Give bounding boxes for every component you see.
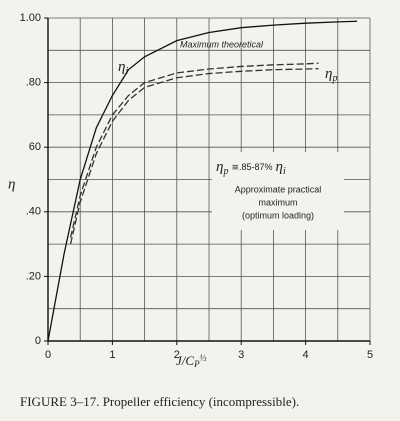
x-tick-label: 3: [238, 349, 244, 361]
x-tick-label: 5: [367, 349, 373, 361]
x-axis-label: J/CP⅓: [176, 353, 207, 369]
x-tick-label: 2: [174, 349, 180, 361]
y-tick-label: .80: [26, 77, 41, 89]
annotation: (optimum loading): [242, 210, 314, 220]
annotation: ηp ≅.85-87% ηi: [216, 159, 286, 177]
y-axis-label: η: [8, 176, 15, 192]
annotation: Approximate practical: [235, 184, 322, 194]
line: [47, 20, 358, 342]
annotation: maximum: [258, 197, 297, 207]
x-tick-label: 4: [303, 349, 309, 361]
line: [69, 68, 319, 245]
y-tick-label: 0: [35, 335, 41, 347]
y-tick-label: 60: [29, 141, 41, 153]
annotation-box: [212, 152, 344, 230]
annotation: Maximum theoretical: [180, 39, 264, 49]
y-tick-label: .20: [26, 270, 41, 282]
annotation: ηp: [325, 66, 337, 84]
x-tick-label: 0: [45, 349, 51, 361]
x-tick-label: 1: [109, 349, 115, 361]
caption: FIGURE 3–17. Propeller efficiency (incom…: [20, 394, 299, 409]
annotation: ηi: [118, 59, 128, 77]
y-tick-label: 1.00: [20, 12, 41, 24]
y-tick-label: .40: [26, 206, 41, 218]
line: [69, 62, 319, 238]
